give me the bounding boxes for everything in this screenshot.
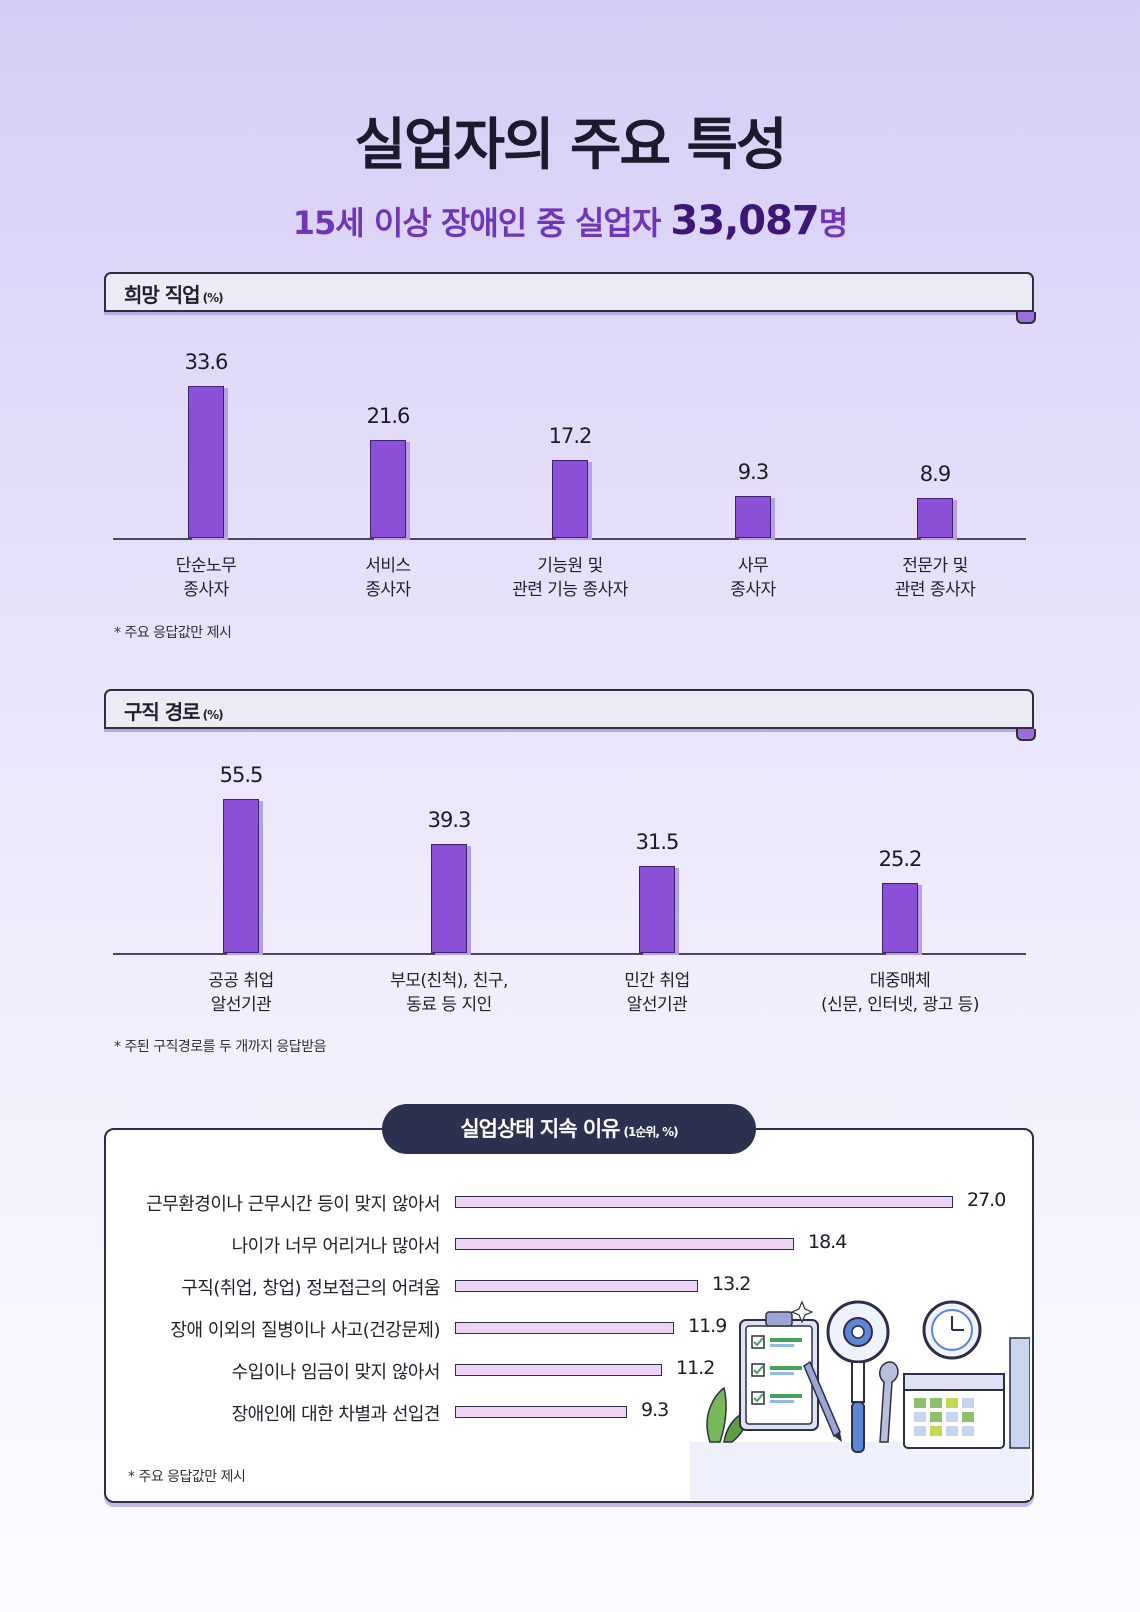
section-unit: (%) bbox=[202, 291, 224, 305]
chart-note: * 주요 응답값만 제시 bbox=[114, 625, 232, 641]
bar-value-label: 25.2 bbox=[878, 847, 923, 871]
category-label: 기능원 및 관련 기능 종사자 bbox=[512, 556, 628, 600]
category-label: 민간 취업 알선기관 bbox=[624, 971, 690, 1015]
bar bbox=[455, 1322, 674, 1334]
category-label: 부모(친척), 친구, 동료 등 지인 bbox=[390, 971, 508, 1015]
bar-value-label: 33.6 bbox=[184, 350, 229, 374]
category-label: 사무 종사자 bbox=[730, 556, 776, 600]
reason-label: 구직(취업, 창업) 정보접근의 어려움 bbox=[181, 1278, 440, 1299]
subtitle-number: 33,087 bbox=[670, 198, 819, 244]
bar bbox=[882, 883, 918, 953]
bar bbox=[917, 498, 953, 538]
bar bbox=[223, 799, 259, 953]
bar bbox=[455, 1406, 627, 1418]
bar-value-label: 13.2 bbox=[712, 1273, 751, 1295]
category-label: 공공 취업 알선기관 bbox=[208, 971, 274, 1015]
bar bbox=[188, 386, 224, 538]
chart-note: * 주된 구직경로를 두 개까지 응답받음 bbox=[114, 1039, 326, 1055]
bar bbox=[455, 1196, 953, 1208]
reason-label: 수입이나 임금이 맞지 않아서 bbox=[231, 1362, 441, 1383]
section-title-text: 희망 직업 bbox=[124, 283, 201, 307]
ribbon-body bbox=[104, 272, 1034, 312]
reason-label: 장애 이외의 질병이나 사고(건강문제) bbox=[170, 1320, 440, 1341]
bar bbox=[455, 1238, 794, 1250]
bar bbox=[639, 866, 675, 953]
chart-note: * 주요 응답값만 제시 bbox=[128, 1469, 246, 1485]
section-title: 구직 경로 (%) bbox=[124, 696, 224, 725]
bar-value-label: 27.0 bbox=[967, 1189, 1006, 1211]
page-subtitle: 15세 이상 장애인 중 실업자 33,087명 bbox=[0, 198, 1140, 244]
bar-value-label: 9.3 bbox=[737, 460, 769, 484]
section-title-text: 실업상태 지속 이유 bbox=[460, 1117, 620, 1141]
bar bbox=[552, 460, 588, 538]
bar-value-label: 8.9 bbox=[919, 462, 951, 486]
office-illustration bbox=[690, 1300, 1030, 1500]
reason-label: 나이가 너무 어리거나 많아서 bbox=[231, 1236, 441, 1257]
bar bbox=[455, 1364, 662, 1376]
ribbon-fold bbox=[1016, 729, 1036, 741]
section-unit: (%) bbox=[202, 708, 224, 722]
ribbon-body bbox=[104, 689, 1034, 729]
building-icon bbox=[1009, 1337, 1030, 1449]
bar-value-label: 9.3 bbox=[641, 1399, 669, 1421]
bar-value-label: 18.4 bbox=[808, 1231, 847, 1253]
pencil-icon bbox=[803, 1360, 842, 1442]
bar-value-label: 11.9 bbox=[688, 1315, 727, 1337]
bar-value-label: 39.3 bbox=[427, 808, 472, 832]
ribbon-fold bbox=[1016, 312, 1036, 324]
bar bbox=[455, 1280, 698, 1292]
wrench-icon bbox=[879, 1361, 899, 1443]
chart-baseline bbox=[113, 953, 1026, 955]
section-title: 희망 직업 (%) bbox=[124, 279, 224, 308]
reason-label: 장애인에 대한 차별과 선입견 bbox=[231, 1404, 441, 1425]
section-header-desired-job: 희망 직업 (%) bbox=[104, 272, 1036, 324]
category-label: 서비스 종사자 bbox=[365, 556, 411, 600]
bar-value-label: 11.2 bbox=[676, 1357, 715, 1379]
reason-label: 근무환경이나 근무시간 등이 맞지 않아서 bbox=[146, 1194, 440, 1215]
subtitle-suffix: 명 bbox=[818, 204, 848, 242]
bar-value-label: 31.5 bbox=[635, 830, 680, 854]
bar-value-label: 17.2 bbox=[548, 424, 593, 448]
category-label: 대중매체 (신문, 인터넷, 광고 등) bbox=[821, 971, 979, 1015]
bar bbox=[431, 844, 467, 953]
category-label: 전문가 및 관련 종사자 bbox=[894, 556, 976, 600]
bar bbox=[370, 440, 406, 538]
section-unit: (1순위, %) bbox=[623, 1125, 679, 1139]
bar-value-label: 55.5 bbox=[219, 763, 264, 787]
section-header-unemployment-reason: 실업상태 지속 이유 (1순위, %) bbox=[382, 1104, 756, 1154]
page-title: 실업자의 주요 특성 bbox=[354, 113, 787, 178]
sparkle-icon bbox=[790, 1300, 814, 1324]
clipboard-checklist-icon bbox=[739, 1311, 819, 1431]
chart-baseline bbox=[113, 538, 1026, 540]
magnifier-gear-icon bbox=[826, 1300, 890, 1453]
bar bbox=[735, 496, 771, 538]
section-header-job-search-route: 구직 경로 (%) bbox=[104, 689, 1036, 741]
bar-value-label: 21.6 bbox=[366, 404, 411, 428]
section-title-text: 구직 경로 bbox=[124, 700, 201, 724]
clock-icon bbox=[922, 1300, 982, 1360]
subtitle-prefix: 15세 이상 장애인 중 실업자 bbox=[292, 204, 671, 242]
calendar-icon bbox=[903, 1373, 1005, 1449]
category-label: 단순노무 종사자 bbox=[175, 556, 237, 600]
